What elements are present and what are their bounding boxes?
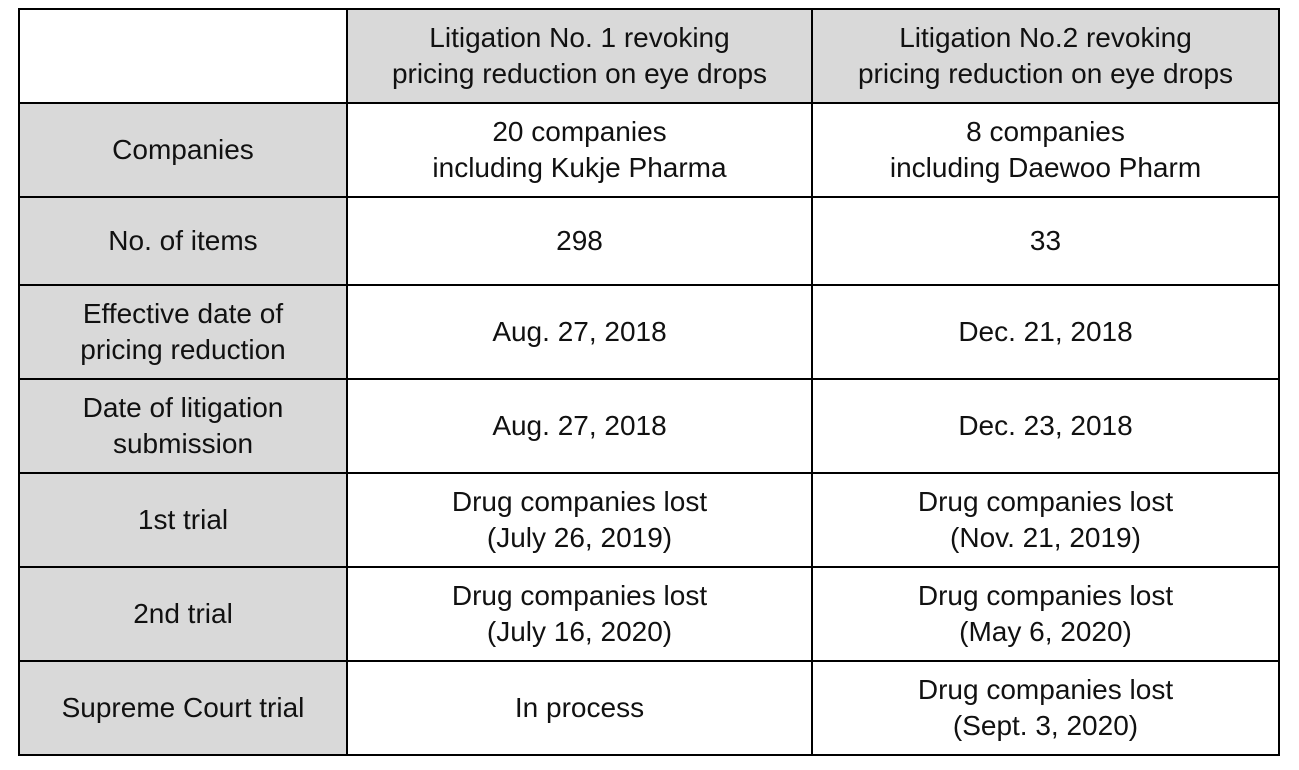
row-label: No. of items: [18, 196, 348, 286]
data-cell: Dec. 21, 2018: [811, 284, 1280, 380]
cell-line: Date of litigation: [82, 392, 284, 423]
data-cell: Drug companies lost (July 26, 2019): [346, 472, 813, 568]
cell-line: pricing reduction: [80, 334, 286, 365]
cell-line: Companies: [112, 134, 254, 165]
cell-line: including Kukje Pharma: [432, 152, 727, 183]
cell-line: 1st trial: [137, 504, 229, 535]
cell-line: (July 16, 2020): [486, 616, 673, 647]
cell-line: Drug companies lost: [917, 674, 1174, 705]
cell-line: (Sept. 3, 2020): [952, 710, 1139, 741]
data-cell: 20 companies including Kukje Pharma: [346, 102, 813, 198]
cell-line: 8 companies: [966, 116, 1125, 147]
cell-line: including Daewoo Pharm: [889, 152, 1202, 183]
litigation-table: Litigation No. 1 revoking pricing reducti…: [18, 8, 1280, 756]
cell-line: 20 companies: [492, 116, 667, 147]
table-row: 1st trial Drug companies lost (July 26, 20…: [18, 472, 1280, 568]
header-cell: Litigation No. 1 revoking pricing reducti…: [346, 8, 813, 104]
row-label: 2nd trial: [18, 566, 348, 662]
cell-line: 2nd trial: [133, 598, 233, 629]
table-row: 2nd trial Drug companies lost (July 16, 20…: [18, 566, 1280, 662]
table-row: Supreme Court trial In process Drug compan…: [18, 660, 1280, 756]
cell-line: pricing reduction on eye drops: [857, 58, 1234, 89]
corner-cell: [18, 8, 348, 104]
cell-line: Effective date of: [82, 298, 284, 329]
cell-line: Litigation No.2 revoking: [899, 22, 1192, 53]
row-label: Date of litigation submission: [18, 378, 348, 474]
cell-line: submission: [112, 428, 254, 459]
cell-line: 33: [1029, 225, 1062, 256]
row-label: Supreme Court trial: [18, 660, 348, 756]
data-cell: Aug. 27, 2018: [346, 284, 813, 380]
data-cell: Dec. 23, 2018: [811, 378, 1280, 474]
header-cell: Litigation No.2 revoking pricing reductio…: [811, 8, 1280, 104]
data-cell: Drug companies lost (Sept. 3, 2020): [811, 660, 1280, 756]
cell-line: Aug. 27, 2018: [492, 316, 667, 347]
cell-line: (Nov. 21, 2019): [950, 522, 1141, 553]
cell-line: Aug. 27, 2018: [492, 410, 667, 441]
cell-line: In process: [514, 692, 645, 723]
cell-line: 298: [556, 225, 603, 256]
data-cell: Aug. 27, 2018: [346, 378, 813, 474]
data-cell: Drug companies lost (May 6, 2020): [811, 566, 1280, 662]
cell-line: Drug companies lost: [917, 486, 1174, 517]
cell-line: (May 6, 2020): [959, 616, 1132, 647]
data-cell: 8 companies including Daewoo Pharm: [811, 102, 1280, 198]
cell-line: Dec. 21, 2018: [958, 316, 1133, 347]
cell-line: No. of items: [108, 225, 258, 256]
table-row: Effective date of pricing reduction Aug. 2…: [18, 284, 1280, 380]
cell-line: pricing reduction on eye drops: [391, 58, 768, 89]
table-row: Date of litigation submission Aug. 27, 201…: [18, 378, 1280, 474]
data-cell: Drug companies lost (July 16, 2020): [346, 566, 813, 662]
data-cell: 298: [346, 196, 813, 286]
header-row: Litigation No. 1 revoking pricing reducti…: [18, 8, 1280, 104]
row-label: Effective date of pricing reduction: [18, 284, 348, 380]
cell-line: Dec. 23, 2018: [958, 410, 1133, 441]
row-label: Companies: [18, 102, 348, 198]
cell-line: (July 26, 2019): [486, 522, 673, 553]
row-label: 1st trial: [18, 472, 348, 568]
cell-line: Drug companies lost: [451, 580, 708, 611]
cell-line: Litigation No. 1 revoking: [429, 22, 730, 53]
table-row: Companies 20 companies including Kukje Pha…: [18, 102, 1280, 198]
cell-line: Drug companies lost: [917, 580, 1174, 611]
data-cell: Drug companies lost (Nov. 21, 2019): [811, 472, 1280, 568]
data-cell: 33: [811, 196, 1280, 286]
table-row: No. of items 298 33: [18, 196, 1280, 286]
cell-line: Supreme Court trial: [61, 692, 305, 723]
data-cell: In process: [346, 660, 813, 756]
cell-line: Drug companies lost: [451, 486, 708, 517]
